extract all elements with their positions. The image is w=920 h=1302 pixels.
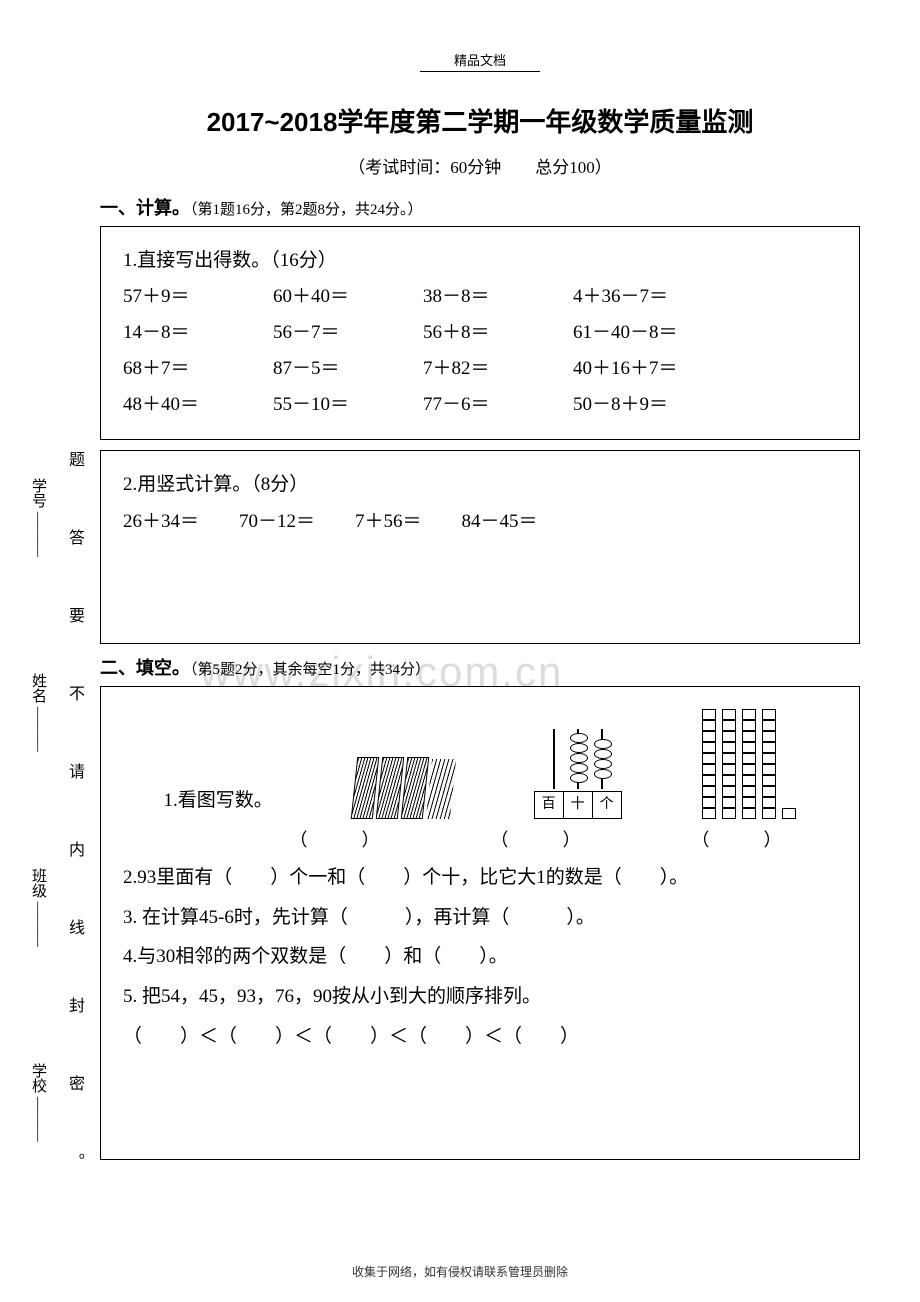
section1-heading: 一、计算。（第1题16分，第2题8分，共24分。） <box>100 194 860 220</box>
footer-note: 收集于网络，如有侵权请联系管理员删除 <box>0 1263 920 1280</box>
q1-cell: 55－10＝ <box>273 387 423 423</box>
binding-char: 题 <box>62 451 86 467</box>
binding-char: 请 <box>62 763 86 779</box>
section2-label: 二、填空。 <box>100 658 190 678</box>
q1-cell: 4＋36－7＝ <box>573 279 773 315</box>
q2-title: 2.用竖式计算。（8分） <box>123 467 837 503</box>
blank-paren: （ ） <box>491 823 581 857</box>
q2-item: 26＋34＝ <box>123 504 199 540</box>
question2-box: 2.用竖式计算。（8分） 26＋34＝ 70－12＝ 7＋56＝ 84－45＝ <box>100 450 860 644</box>
binding-char: 密 <box>62 1075 86 1091</box>
binding-char: 答 <box>62 529 86 545</box>
q2-item: 84－45＝ <box>462 504 538 540</box>
q1-cell: 61－40－8＝ <box>573 315 773 351</box>
binding-field: 姓名 ——— <box>28 673 49 752</box>
q1-cell: 56＋8＝ <box>423 315 573 351</box>
binding-char: 内 <box>62 841 86 857</box>
binding-char: 线 <box>62 919 86 935</box>
q1-cell: 60＋40＝ <box>273 279 423 315</box>
q1-cell: 48＋40＝ <box>123 387 273 423</box>
binding-field: 学校 ——— <box>28 1063 49 1142</box>
section2-note: （第5题2分，其余每空1分，共34分） <box>190 662 430 678</box>
q1-cell: 50－8＋9＝ <box>573 387 773 423</box>
binding-char: 要 <box>62 607 86 623</box>
q1-grid: 57＋9＝ 60＋40＝ 38－8＝ 4＋36－7＝ 14－8＝ 56－7＝ 5… <box>123 279 837 423</box>
q1-cell: 14－8＝ <box>123 315 273 351</box>
q2-item: 70－12＝ <box>239 504 315 540</box>
abacus-col-label: 百 <box>535 792 564 819</box>
s2-q5b: （ ）＜（ ）＜（ ）＜（ ）＜（ ） <box>123 1017 837 1057</box>
header-watermark-top: 精品文档 <box>420 50 540 72</box>
binding-char: 封 <box>62 997 86 1013</box>
s2-q2: 2.93里面有（ ）个一和（ ）个十，比它大1的数是（ ）。 <box>123 858 837 898</box>
q1-cell: 57＋9＝ <box>123 279 273 315</box>
q1-title: 1.直接写出得数。（16分） <box>123 243 837 279</box>
binding-char: 。 <box>62 1153 86 1169</box>
q1-label: 1.看图写数。 <box>163 783 272 819</box>
q1-cell: 56－7＝ <box>273 315 423 351</box>
exam-subtitle: （考试时间：60分钟 总分100） <box>100 153 860 178</box>
binding-field: 班级 ——— <box>28 868 49 947</box>
s2-q3: 3. 在计算45-6时，先计算（ ），再计算（ ）。 <box>123 898 837 938</box>
q2-item: 7＋56＝ <box>355 504 422 540</box>
section2-box: 1.看图写数。 <box>100 686 860 1160</box>
binding-margin: 学号 ——— 姓名 ——— 班级 ——— 学校 ——— 题 答 要 不 请 内 … <box>28 420 88 1200</box>
q1-cell: 87－5＝ <box>273 351 423 387</box>
blank-paren: （ ） <box>290 823 380 857</box>
binding-field: 学号 ——— <box>28 478 49 557</box>
blank-paren: （ ） <box>692 823 782 857</box>
q1-cell: 68＋7＝ <box>123 351 273 387</box>
abacus-col-label: 个 <box>593 792 621 819</box>
blocks-figure <box>702 709 796 819</box>
s2-q5a: 5. 把54，45，93，76，90按从小到大的顺序排列。 <box>123 977 837 1017</box>
section2-heading: 二、填空。（第5题2分，其余每空1分，共34分） <box>100 654 860 680</box>
page-title: 2017~2018学年度第二学期一年级数学质量监测 <box>100 102 860 139</box>
section1-note: （第1题16分，第2题8分，共24分。） <box>190 202 423 218</box>
q1-cell: 38－8＝ <box>423 279 573 315</box>
s2-q4: 4.与30相邻的两个双数是（ ）和（ ）。 <box>123 937 837 977</box>
abacus-col-label: 十 <box>564 792 593 819</box>
q1-cell: 77－6＝ <box>423 387 573 423</box>
question1-box: 1.直接写出得数。（16分） 57＋9＝ 60＋40＝ 38－8＝ 4＋36－7… <box>100 226 860 440</box>
abacus-figure: 百 十 个 <box>534 729 622 820</box>
section1-label: 一、计算。 <box>100 198 190 218</box>
q1-cell: 40＋16＋7＝ <box>573 351 773 387</box>
binding-char: 不 <box>62 685 86 701</box>
q1-cell: 7＋82＝ <box>423 351 573 387</box>
sticks-figure <box>354 757 453 819</box>
